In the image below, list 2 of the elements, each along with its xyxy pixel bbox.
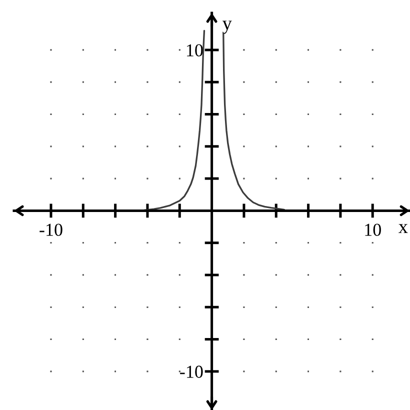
- x-axis-title: x: [398, 224, 408, 234]
- y-axis-title: y: [222, 20, 232, 34]
